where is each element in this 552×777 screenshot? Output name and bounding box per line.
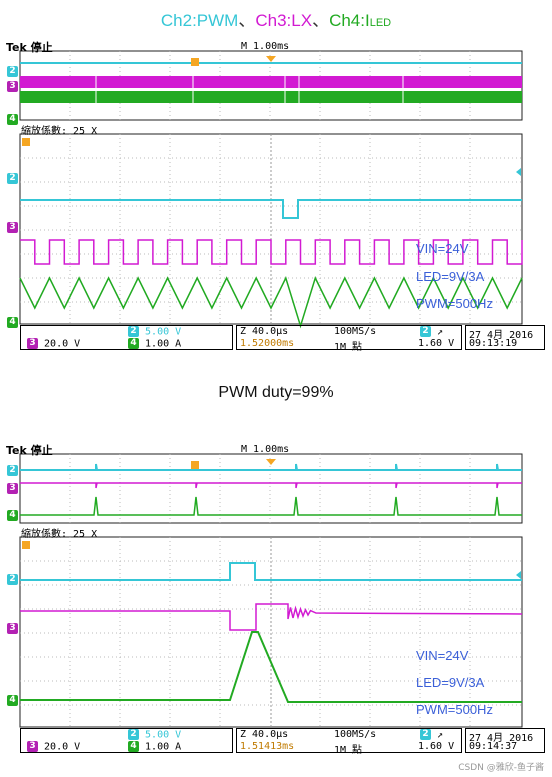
brand: Tek [6,444,27,457]
zoom-time: Z 40.0µs [240,326,289,337]
zoom-ch3-marker: 3 [7,623,18,635]
sample-rate: 100MS/s [334,729,377,740]
trigger-marker-zoom [22,541,30,549]
capture-date: 27 4月 2016 [469,733,534,744]
scope-capture-2: Tek 停止 M 1.00ms 2 3 4 縮放係數: 25 X 2 3 4 V… [0,441,552,756]
trigger-marker-overview [191,58,199,66]
scope-2-svg [19,453,523,728]
ch4-marker: 4 [7,114,18,126]
channel-settings-box [20,728,233,753]
zoom-ch3-marker: 3 [7,222,18,234]
trigger-level-marker [516,168,521,176]
title-ch3: Ch3:LX [255,11,313,30]
title-ch2: Ch2:PWM [160,11,239,30]
title-ch4-sub: LED [369,17,392,29]
annotation-led: LED=9V/3A [416,675,485,690]
annotation-pwm: PWM=500Hz [416,702,493,717]
zoom-ch3-trace [20,603,523,631]
zoom-ch4-trace [19,275,523,329]
title-sep: 、 [312,11,330,30]
annotation-pwm: PWM=500Hz [416,296,493,311]
record-length: 1M 點 [334,342,363,353]
overview-ch3-trace [20,76,522,88]
zoom-frame [19,536,523,728]
overview-ch2-trace [20,463,522,471]
capture-date: 27 4月 2016 [469,330,534,341]
trigger-source: 2 ↗ [420,326,443,338]
scope-1-svg [19,50,523,329]
ch3-scale: 3 20.0 V [27,338,80,350]
timebase: M 1.00ms [241,444,290,455]
timing-box [236,728,462,753]
run-status: 停止 [30,444,53,457]
trigger-position: 1.52000ms [240,338,295,349]
annotation-led: LED=9V/3A [416,269,485,284]
annotation-vin: VIN=24V [416,241,469,256]
overview-frame [19,453,523,524]
zoom-ch2-marker: 2 [7,173,18,185]
scope-capture-1: Tek 停止 M 1.00ms 2 3 4 縮放係數: 25 X 2 3 4 V… [0,38,552,353]
channel-settings-box [20,325,233,350]
scope-header: Tek 停止 [6,39,53,55]
ch2-scale: 2 5.00 V [128,326,181,338]
ch4-scale: 4 1.00 A [128,741,181,753]
scope-header: Tek 停止 [6,442,53,458]
middle-title: PWM duty=99% [218,384,334,401]
zoom-ch2-trace [20,199,522,219]
zoom-frame [19,133,523,325]
annotation-vin: VIN=24V [416,648,469,663]
sample-rate: 100MS/s [334,326,377,337]
timebase-marker [266,459,276,465]
ch3-marker: 3 [7,483,18,495]
title-ch4-main: Ch4:I [329,11,370,30]
timebase-marker [266,56,276,62]
overview-ch4-trace [20,496,522,516]
zoom-factor-label: 縮放係數: 25 X [21,529,98,540]
capture-time: 09:14:37 [469,741,518,752]
zoom-ch2-trace [20,562,522,581]
record-length: 1M 點 [334,745,363,756]
zoom-ch4-trace [20,631,522,703]
trigger-source: 2 ↗ [420,729,443,741]
brand: Tek [6,41,27,54]
ch2-marker: 2 [7,465,18,477]
overview-ch4-trace [20,91,522,103]
zoom-ch4-marker: 4 [7,695,18,707]
capture-time: 09:13:19 [469,338,518,349]
trigger-level: 1.60 V [418,338,455,349]
datetime-box [465,325,545,350]
ch4-marker: 4 [7,510,18,522]
overview-glitch-marks [95,76,404,103]
trigger-position: 1.51413ms [240,741,295,752]
zoom-ch4-marker: 4 [7,317,18,329]
zoom-ch3-trace [20,239,523,265]
timebase: M 1.00ms [241,41,290,52]
zoom-factor-label: 縮放係數: 25 X [21,126,98,137]
zoom-ch2-marker: 2 [7,574,18,586]
ch3-marker: 3 [7,81,18,93]
zoom-time: Z 40.0µs [240,729,289,740]
title-ch4: Ch4:ILED [329,11,391,30]
run-status: 停止 [30,41,53,54]
trigger-marker-zoom [22,138,30,146]
trigger-level: 1.60 V [418,741,455,752]
trigger-level-marker [516,571,521,579]
overview-ch3-trace [20,482,522,489]
chart-title: Ch2:PWM、Ch3:LX、Ch4:ILED [0,6,552,31]
title-sep: 、 [238,11,256,30]
ch3-scale: 3 20.0 V [27,741,80,753]
ch2-marker: 2 [7,66,18,78]
trigger-marker-overview [191,461,199,469]
datetime-box [465,728,545,753]
timing-box [236,325,462,350]
ch2-scale: 2 5.00 V [128,729,181,741]
ch4-scale: 4 1.00 A [128,338,181,350]
watermark: CSDN @雅欣-鱼子酱 [458,763,544,773]
